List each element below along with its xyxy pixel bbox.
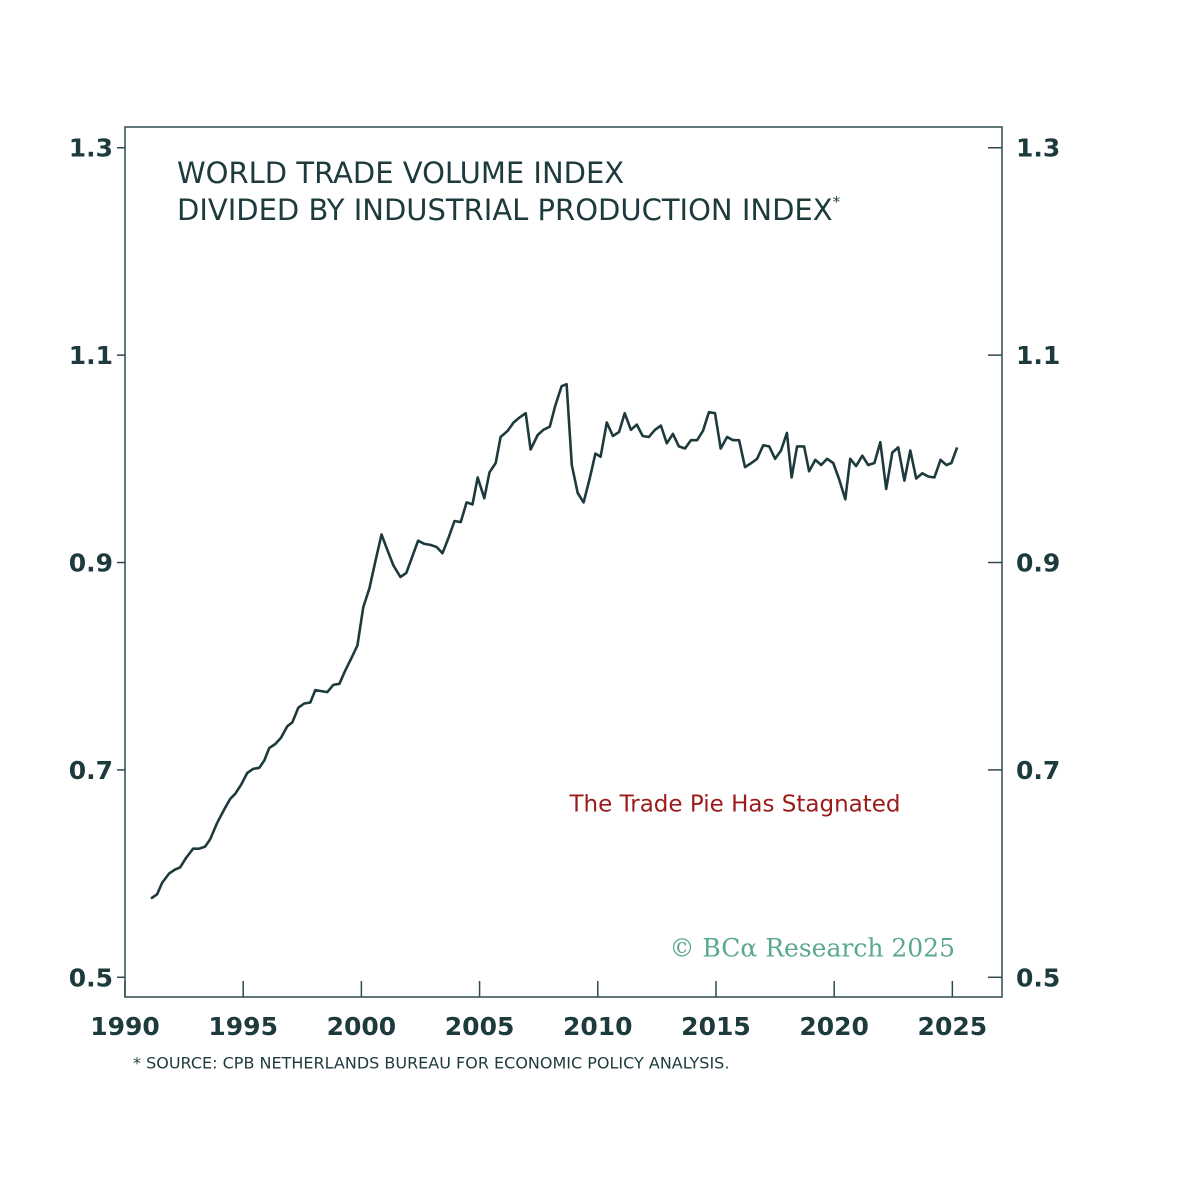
annotation: The Trade Pie Has Stagnated <box>568 792 900 818</box>
x-tick-label: 1995 <box>208 1012 278 1041</box>
y2-tick-label: 1.1 <box>1016 341 1060 370</box>
x-tick-label: 2015 <box>681 1012 751 1041</box>
title-line: DIVIDED BY INDUSTRIAL PRODUCTION INDEX* <box>177 193 841 228</box>
title-text: DIVIDED BY INDUSTRIAL PRODUCTION INDEX <box>177 193 833 227</box>
y2-tick-label: 0.9 <box>1016 549 1060 578</box>
y-tick-label: 1.1 <box>69 341 113 370</box>
y-tick-label: 1.3 <box>69 134 113 163</box>
title-mark: * <box>833 193 841 211</box>
line-series <box>150 382 959 900</box>
y-tick-label: 0.5 <box>69 963 113 992</box>
title-line: WORLD TRADE VOLUME INDEX <box>177 156 624 190</box>
plot-frame <box>124 126 1003 998</box>
x-tick-label: 2020 <box>799 1012 869 1041</box>
y-tick-label: 0.9 <box>69 549 113 578</box>
x-tick-label: 1990 <box>90 1012 160 1041</box>
footnote: * SOURCE: CPB NETHERLANDS BUREAU FOR ECO… <box>133 1054 729 1073</box>
y-tick-label: 0.7 <box>69 756 113 785</box>
y2-tick-label: 0.5 <box>1016 963 1060 992</box>
watermark: © BCα Research 2025 <box>669 934 955 963</box>
x-tick-label: 2005 <box>445 1012 515 1041</box>
y2-tick-label: 1.3 <box>1016 134 1060 163</box>
x-tick-label: 2010 <box>563 1012 633 1041</box>
x-tick-label: 2000 <box>327 1012 397 1041</box>
x-tick-label: 2025 <box>918 1012 988 1041</box>
y2-tick-label: 0.7 <box>1016 756 1060 785</box>
